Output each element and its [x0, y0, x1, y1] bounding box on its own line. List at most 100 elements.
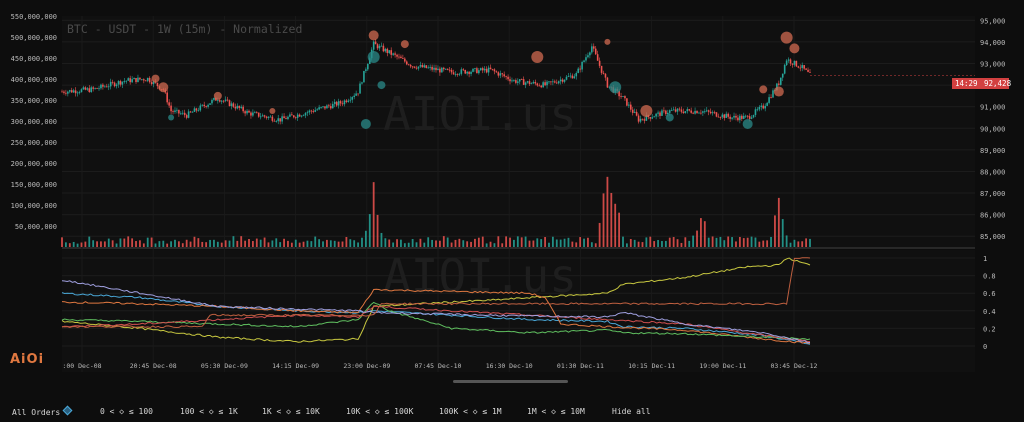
candle-body — [711, 112, 714, 114]
legend-1k-10k[interactable]: 1K < ◇ ≤ 10K — [262, 407, 320, 416]
volume-bar — [123, 238, 126, 247]
volume-bar — [115, 243, 118, 247]
candle-body — [729, 116, 731, 119]
candle-body — [74, 90, 77, 94]
candle-body — [651, 117, 654, 119]
candle-body — [404, 58, 406, 62]
candle-body — [585, 57, 587, 61]
right-axis-tick-label: 89,000 — [980, 147, 1005, 155]
candle-body — [725, 113, 728, 118]
candle-body — [218, 100, 221, 102]
candle-body — [367, 64, 369, 70]
volume-bar — [684, 237, 687, 247]
candle-body — [770, 97, 772, 98]
volume-bar — [528, 240, 531, 247]
candle-body — [191, 111, 194, 113]
candle-body — [152, 81, 155, 85]
candle-body — [433, 67, 435, 70]
chart-canvas[interactable]: 85,000 86,000 87,000 88,000 89,000 90,000 91,0… — [0, 0, 1024, 400]
legend-0-100[interactable]: 0 < ◇ ≤ 100 — [100, 407, 153, 416]
candle-body — [555, 82, 558, 84]
x-tick-label: 07:45 Dec-10 — [415, 362, 462, 370]
candle-body — [742, 115, 745, 119]
candle-body — [318, 107, 320, 110]
candle-body — [185, 115, 188, 118]
volume-bar — [88, 236, 91, 247]
candle-body — [298, 114, 301, 117]
candle-body — [213, 97, 215, 100]
volume-bar — [446, 237, 449, 247]
volume-bar — [793, 239, 796, 247]
legend-all-orders[interactable]: All Orders — [12, 405, 73, 417]
legend-100-1k[interactable]: 100 < ◇ ≤ 1K — [180, 407, 238, 416]
volume-bar — [458, 238, 461, 247]
volume-bar — [435, 240, 437, 247]
legend-bar: All Orders 0 < ◇ ≤ 100 100 < ◇ ≤ 1K 1K <… — [0, 400, 1024, 422]
candle-body — [446, 68, 449, 70]
volume-bar — [64, 242, 67, 247]
candle-body — [503, 74, 505, 77]
legend-100-1k-label: 100 < ◇ ≤ 1K — [180, 407, 238, 416]
candle-body — [789, 59, 792, 64]
candle-body — [104, 86, 106, 88]
volume-bar — [758, 241, 761, 247]
volume-bar — [267, 242, 270, 247]
candle-body — [326, 105, 328, 109]
legend-1m-10m-label: 1M < ◇ ≤ 10M — [527, 407, 585, 416]
volume-bar — [661, 241, 663, 247]
candle-body — [384, 48, 387, 52]
candle-body — [569, 75, 572, 77]
candle-body — [552, 81, 554, 83]
candle-body — [148, 77, 151, 83]
order-bubble — [158, 82, 169, 93]
candle-body — [750, 117, 753, 119]
candle-body — [131, 79, 133, 83]
candle-body — [657, 112, 659, 114]
candle-body — [462, 69, 465, 71]
candle-body — [255, 112, 258, 114]
volume-bar — [111, 240, 114, 247]
volume-bar — [177, 241, 180, 247]
volume-bar — [372, 182, 375, 247]
candle-body — [589, 52, 591, 56]
candle-body — [76, 92, 79, 94]
candle-body — [388, 50, 391, 54]
legend-hide-all[interactable]: Hide all — [612, 407, 651, 416]
candle-body — [236, 105, 239, 109]
candle-body — [668, 110, 671, 113]
candle-body — [620, 96, 622, 97]
candle-body — [322, 106, 324, 108]
volume-bar — [548, 242, 550, 247]
volume-bar — [672, 237, 675, 247]
candle-body — [394, 53, 396, 55]
legend-10k-100k-label: 10K < ◇ ≤ 100K — [346, 407, 414, 416]
timeline-scrollbar[interactable] — [453, 380, 568, 383]
legend-100k-1m[interactable]: 100K < ◇ ≤ 1M — [439, 407, 502, 416]
volume-bar — [551, 236, 554, 247]
volume-bar — [251, 241, 254, 247]
volume-bar — [727, 236, 730, 247]
order-bubble — [367, 51, 380, 64]
volume-bar — [766, 240, 769, 247]
volume-bar — [563, 238, 566, 247]
volume-bar — [103, 241, 106, 247]
legend-10k-100k[interactable]: 10K < ◇ ≤ 100K — [346, 407, 413, 416]
x-tick-label: 01:30 Dec-11 — [557, 362, 604, 370]
volume-bar — [738, 236, 741, 247]
x-tick-label: 03:45 Dec-12 — [771, 362, 818, 370]
volume-bar — [76, 243, 79, 247]
volume-bar — [497, 236, 500, 247]
volume-bar — [680, 242, 683, 247]
legend-1m-10m[interactable]: 1M < ◇ ≤ 10M — [527, 407, 585, 416]
volume-bar — [220, 242, 223, 247]
candle-body — [735, 115, 737, 118]
volume-bar — [403, 243, 406, 247]
candle-body — [483, 68, 486, 71]
series-line — [61, 280, 811, 344]
candle-body — [665, 110, 667, 115]
candle-body — [554, 81, 556, 83]
volume-bar — [158, 241, 161, 247]
candle-body — [468, 71, 470, 74]
candle-body — [425, 65, 428, 69]
volume-bar — [240, 236, 243, 247]
